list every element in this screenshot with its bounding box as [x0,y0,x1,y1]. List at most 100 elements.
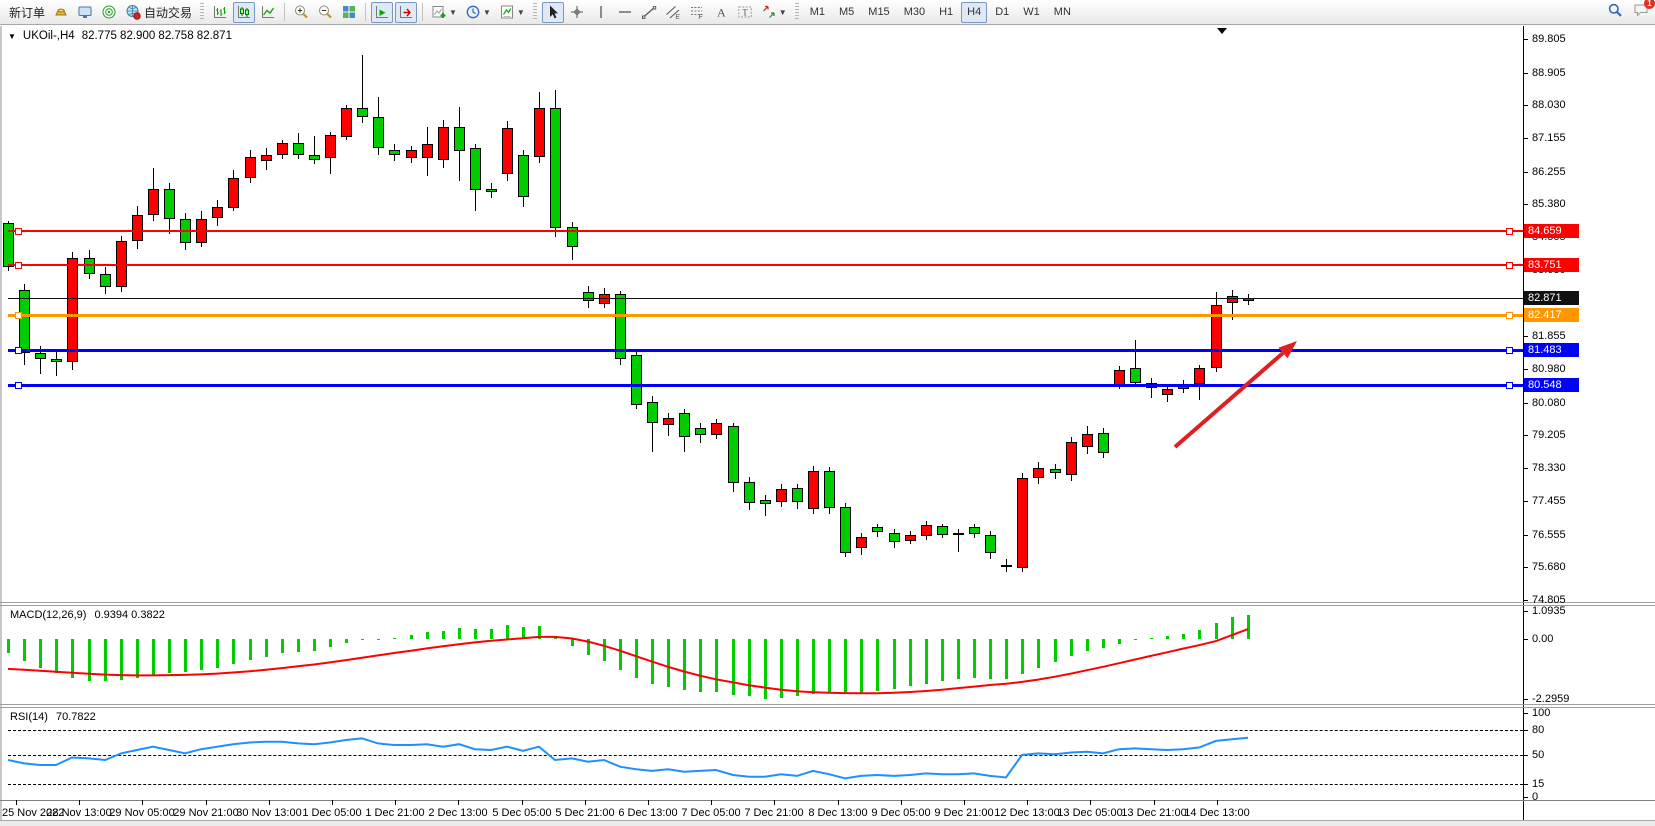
line-handle[interactable] [1506,347,1513,354]
navigator-icon[interactable] [98,2,120,23]
rsi-tick-label: 80 [1532,724,1545,736]
chat-icon[interactable]: 1 [1633,0,1655,18]
tf-h4[interactable]: H4 [961,1,988,23]
candle [840,507,851,553]
tf-w1[interactable]: W1 [1023,6,1040,18]
line-handle[interactable] [15,228,22,235]
candle-chart-icon[interactable] [233,1,256,23]
macd-histogram-bar [893,639,896,689]
text-label-icon[interactable]: T [734,2,756,23]
tf-mn[interactable]: MN [1053,6,1071,18]
price-tick [1523,369,1528,370]
fibonacci-icon[interactable]: F [686,2,708,23]
zoom-out-icon[interactable] [314,2,336,23]
new-order-button[interactable]: 新订单 [3,2,48,23]
macd-tick [1523,611,1528,612]
horizontal-line-object[interactable] [8,264,1523,266]
horizontal-line-object[interactable] [8,314,1523,317]
horizontal-line-object[interactable] [8,384,1523,387]
chart-shift-icon[interactable] [395,1,418,23]
pane-separator[interactable] [0,704,1655,705]
pane-separator[interactable] [0,602,1655,603]
macd-tick [1523,639,1528,640]
line-handle[interactable] [1506,382,1513,389]
trend-line-icon[interactable] [638,2,660,23]
candle [808,471,819,509]
candle [212,207,223,218]
chart-window[interactable]: ▼ UKOil-,H4 82.775 82.900 82.758 82.871 … [0,26,1655,826]
dropdown-caret[interactable]: ▼ [516,7,525,17]
channel-icon[interactable]: E [662,2,684,23]
tf-m15[interactable]: M15 [868,6,890,18]
candle [567,227,578,247]
cursor-icon[interactable] [541,1,564,23]
price-tick [1523,73,1528,74]
price-tick-label: 89.805 [1532,33,1566,45]
templates-icon[interactable]: ▼ [496,2,528,23]
time-tick-label: 9 Dec 21:00 [934,807,994,819]
new-chart-icon[interactable]: ▼ [428,2,460,23]
line-handle[interactable] [1506,228,1513,235]
vertical-line-icon[interactable] [590,2,612,23]
line-handle[interactable] [1506,262,1513,269]
line-handle[interactable] [1506,312,1513,319]
macd-histogram-bar [1182,634,1185,639]
tile-windows-icon[interactable] [338,2,360,23]
macd-histogram-bar [1247,615,1250,639]
candle [1130,368,1141,383]
candle [631,355,642,405]
macd-tick [1523,699,1528,700]
search-icon[interactable] [1607,2,1623,18]
zoom-in-icon[interactable] [290,2,312,23]
macd-histogram-bar [120,639,123,680]
periods-icon[interactable]: ▼ [462,2,494,23]
arrows-icon[interactable]: ▼ [758,2,790,23]
dropdown-caret[interactable]: ▼ [778,7,787,17]
dropdown-caret[interactable]: ▼ [482,7,491,17]
tf-m5[interactable]: M5 [839,6,855,18]
zoom-out-glyph [317,4,333,20]
tf-m30[interactable]: M30 [903,6,926,18]
line-handle[interactable] [15,312,22,319]
line-chart-icon[interactable] [257,2,279,23]
macd-histogram-bar [152,639,155,675]
tf-d1[interactable]: D1 [995,6,1010,18]
time-tick [269,800,270,805]
macd-histogram-bar [860,639,863,693]
auto-scroll-icon[interactable] [371,1,394,23]
macd-histogram-bar [361,639,364,640]
one-click-trading-caret[interactable]: ▼ [8,31,16,41]
crosshair-icon[interactable] [566,2,588,23]
time-tick [142,800,143,805]
toolbar-right-group: 1 [1607,0,1655,18]
time-tick-label: 7 Dec 05:00 [681,807,741,819]
tf-h1[interactable]: H1 [939,6,954,18]
autotrading-button[interactable]: 自动交易 [122,2,195,23]
horizontal-line-object[interactable] [8,230,1523,232]
pane-separator[interactable] [0,605,1655,606]
rsi-tick [1523,755,1528,756]
price-tick-label: 75.680 [1532,561,1566,573]
text-icon[interactable]: A [710,2,732,23]
toolbar-grip[interactable] [200,3,205,21]
candle [905,535,916,541]
gold-ingot-icon[interactable] [50,2,72,23]
macd-histogram-bar [764,639,767,699]
horizontal-line-icon[interactable] [614,2,636,23]
line-handle[interactable] [15,262,22,269]
dropdown-caret[interactable]: ▼ [449,7,457,17]
pane-separator[interactable] [0,707,1655,708]
toolbar-grip[interactable] [532,3,537,21]
line-handle[interactable] [15,347,22,354]
tf-m1[interactable]: M1 [809,6,825,18]
trend-arrow[interactable] [0,26,1655,820]
price-tick [1523,138,1528,139]
toolbar-grip[interactable] [794,3,799,21]
bar-chart-icon[interactable] [209,2,231,23]
hline-price-badge: 81.483 [1524,343,1579,357]
horizontal-line-object[interactable] [8,349,1523,352]
market-watch-icon[interactable] [74,2,96,23]
candle [1066,442,1077,475]
time-tick-label: 7 Dec 21:00 [744,807,804,819]
line-handle[interactable] [15,382,22,389]
